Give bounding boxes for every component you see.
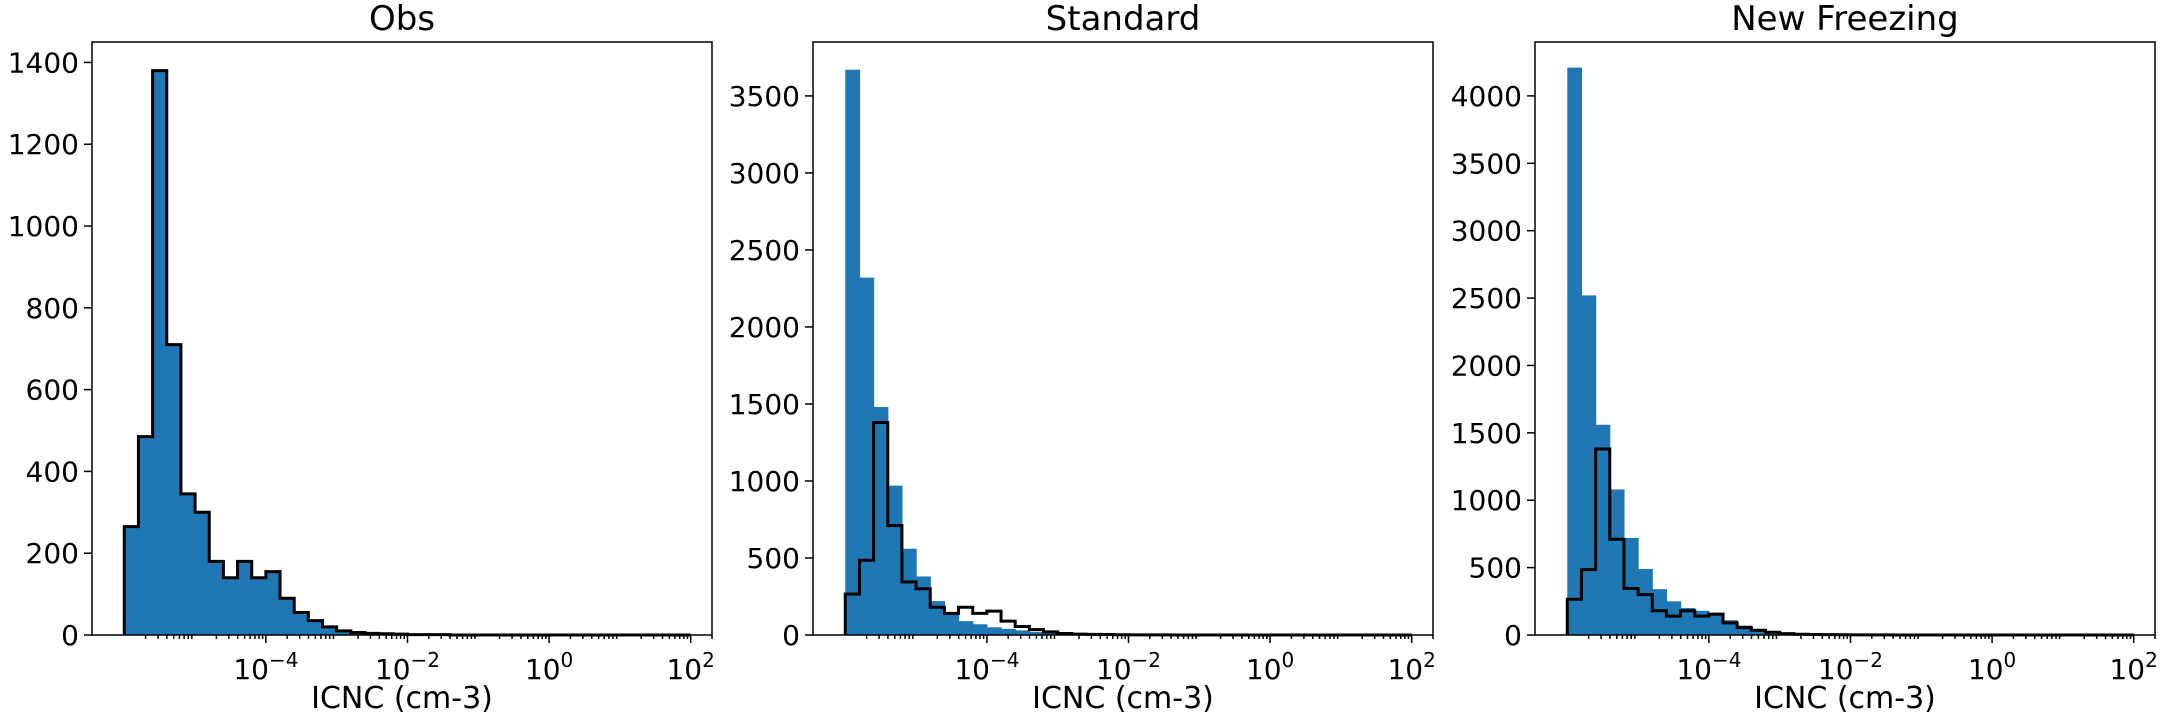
x-tick-label: 10−4 xyxy=(954,648,1019,686)
x-axis-label: ICNC (cm-3) xyxy=(311,681,493,716)
bar xyxy=(138,436,154,635)
x-tick-label: 100 xyxy=(1968,648,2016,686)
x-tick-label: 102 xyxy=(1387,648,1435,686)
y-tick-label: 600 xyxy=(26,374,79,407)
y-tick-label: 0 xyxy=(1504,619,1522,652)
bar xyxy=(308,620,324,635)
axes-frame xyxy=(812,41,1434,636)
x-tick-label: 102 xyxy=(666,648,714,686)
y-tick-label: 2000 xyxy=(729,311,800,344)
x-tick-label: 10−2 xyxy=(375,648,440,686)
bar xyxy=(223,577,239,635)
bar xyxy=(166,344,182,635)
bar xyxy=(1666,601,1682,635)
y-tick-label: 3000 xyxy=(729,157,800,190)
bar xyxy=(1001,628,1016,635)
x-tick-label: 10−2 xyxy=(1818,648,1883,686)
subplot-title: New Freezing xyxy=(1731,0,1959,39)
bar xyxy=(195,512,210,635)
bar xyxy=(1638,568,1653,635)
bar xyxy=(901,548,917,635)
bar xyxy=(1623,537,1639,635)
bar xyxy=(1751,629,1767,635)
bar xyxy=(958,621,974,635)
y-tick-label: 2000 xyxy=(1451,349,1522,382)
bar xyxy=(873,407,889,635)
bar xyxy=(859,277,875,635)
x-tick-label: 100 xyxy=(525,648,573,686)
axes-frame xyxy=(1534,41,2156,636)
axes-frame xyxy=(91,41,713,636)
x-tick-label: 10−2 xyxy=(1096,648,1161,686)
bar xyxy=(986,627,1002,635)
y-tick-label: 1000 xyxy=(8,210,79,243)
x-axis-label: ICNC (cm-3) xyxy=(1754,681,1936,716)
bar xyxy=(180,493,196,635)
y-tick-label: 500 xyxy=(1469,552,1522,585)
x-tick-label: 102 xyxy=(2109,648,2157,686)
bar xyxy=(1595,424,1611,635)
bar xyxy=(1043,632,1059,635)
bar xyxy=(294,612,309,635)
obs-outline-step-line xyxy=(843,420,1412,637)
bar xyxy=(1609,489,1625,635)
y-tick-label: 400 xyxy=(26,455,79,488)
y-tick-label: 200 xyxy=(26,537,79,570)
y-tick-label: 3500 xyxy=(729,80,800,113)
y-tick-label: 1500 xyxy=(729,388,800,421)
y-tick-label: 1200 xyxy=(8,128,79,161)
subplot-1: 0 500 1000 1500 2000 2500 3000 3500 10−4 10−2 100 1… xyxy=(729,0,1436,716)
bar xyxy=(336,630,352,635)
bar xyxy=(972,624,988,635)
bar xyxy=(1567,67,1583,636)
obs-outline-step-line xyxy=(1565,447,2134,637)
bar xyxy=(265,571,281,635)
y-tick-label: 1400 xyxy=(8,46,79,79)
bar xyxy=(280,598,295,635)
y-tick-label: 0 xyxy=(61,619,79,652)
x-axis-label: ICNC (cm-3) xyxy=(1032,681,1214,716)
bar xyxy=(1694,610,1710,635)
bar xyxy=(944,613,960,635)
bar xyxy=(1581,295,1597,635)
bar xyxy=(1737,625,1752,635)
bar xyxy=(152,70,168,636)
obs-outline-step-line xyxy=(122,69,691,637)
bar xyxy=(1680,608,1696,635)
y-tick-label: 1000 xyxy=(729,465,800,498)
y-tick-label: 3000 xyxy=(1451,215,1522,248)
bar xyxy=(1015,630,1030,635)
bar xyxy=(887,485,903,635)
y-tick-label: 800 xyxy=(26,292,79,325)
bar xyxy=(124,526,140,635)
y-tick-label: 2500 xyxy=(729,234,800,267)
y-tick-label: 500 xyxy=(747,542,800,575)
bar xyxy=(930,601,946,635)
subplot-title: Standard xyxy=(1046,0,1201,39)
y-tick-label: 4000 xyxy=(1451,80,1522,113)
bar xyxy=(845,69,861,636)
y-tick-label: 0 xyxy=(782,619,800,652)
y-tick-label: 1000 xyxy=(1451,484,1522,517)
y-tick-label: 3500 xyxy=(1451,147,1522,180)
x-tick-label: 100 xyxy=(1246,648,1294,686)
x-tick-label: 10−4 xyxy=(1676,648,1741,686)
y-tick-label: 1500 xyxy=(1451,417,1522,450)
subplot-0: 0 200 400 600 800 1000 1200 1400 10−4 10−2 100 102 O… xyxy=(8,0,715,716)
bar xyxy=(251,577,267,635)
bar xyxy=(1029,631,1045,635)
bar xyxy=(322,626,338,635)
subplot-title: Obs xyxy=(369,0,435,39)
bar xyxy=(1708,613,1724,635)
y-tick-label: 2500 xyxy=(1451,282,1522,315)
bar xyxy=(237,561,253,635)
subplot-2: 0 500 1000 1500 2000 2500 3000 3500 4000 10−4 10−2… xyxy=(1451,0,2158,716)
x-tick-label: 10−4 xyxy=(233,648,298,686)
bar xyxy=(209,561,225,635)
bar xyxy=(916,576,931,635)
